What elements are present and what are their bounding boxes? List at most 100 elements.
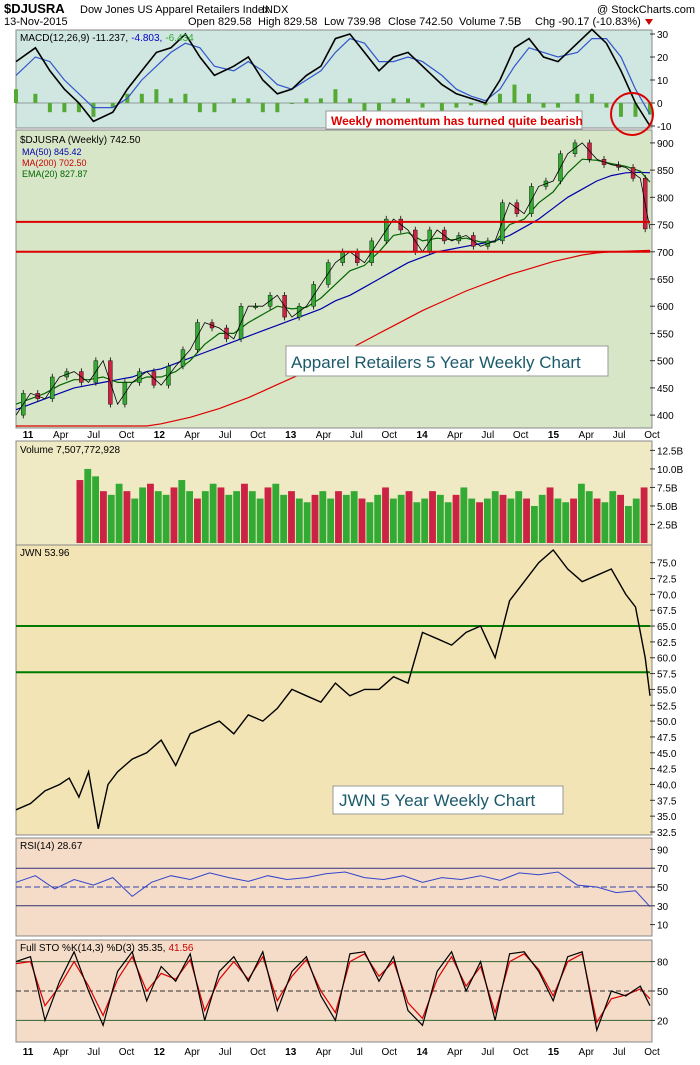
volume-bar [515,491,523,543]
jwn-y-tick-label: 57.5 [657,670,677,681]
x-axis-label: Oct [644,430,660,441]
sto-y-tick-label: 80 [657,958,669,969]
x-axis-label: 15 [548,430,560,441]
volume-bar [319,491,327,543]
x-axis-label: Apr [53,430,69,441]
jwn-y-tick-label: 60.0 [657,654,677,665]
macd-histogram-bar [589,93,594,103]
x-axis-label: Apr [447,430,463,441]
macd-histogram-bar [483,103,488,106]
jwn-y-tick-label: 35.0 [657,812,677,823]
ma200-label: MA(200) 702.50 [22,158,87,168]
volume-bar [76,480,84,543]
macd-histogram-bar [575,93,580,103]
jwn-y-tick-label: 32.5 [657,828,677,839]
volume-bar [288,491,295,543]
volume-bar [609,491,617,543]
macd-histogram-bar [347,98,352,103]
jwn-y-tick-label: 52.5 [657,701,677,712]
macd-histogram-bar [47,103,52,113]
macd-histogram-bar [618,103,623,117]
volume-bar [170,487,178,543]
x-axis-label: 15 [548,1047,560,1058]
ohlc-open: Open 829.58 [188,16,252,28]
jwn-y-tick-label: 47.5 [657,733,677,744]
x-axis-label: Jul [481,430,494,441]
macd-y-tick-label: -10 [657,122,672,133]
volume-bar [444,502,452,543]
index-name: Dow Jones US Apparel Retailers Index [80,4,270,16]
ema20-label: EMA(20) 827.87 [22,169,88,179]
x-axis-label: 14 [417,430,429,441]
macd-histogram-bar [391,98,396,103]
macd-histogram-bar [439,103,444,113]
jwn-y-tick-label: 37.5 [657,796,677,807]
price-y-tick-label: 900 [657,139,674,150]
rsi-y-tick-label: 10 [657,921,669,932]
macd-histogram-bar [168,98,173,103]
volume-bar [585,491,593,543]
macd-y-tick-label: 20 [657,53,669,64]
ma50-line [15,171,651,411]
volume-y-tick-label: 10.0B [657,465,683,476]
volume-bar [92,476,100,543]
price-y-tick-label: 700 [657,248,674,259]
sto-label: Full STO %K(14,3) %D(3) 35.35, 41.56 [20,943,194,954]
price-y-tick-label: 750 [657,221,674,232]
x-axis-label: Jul [613,430,626,441]
x-axis-label: Jul [219,1047,232,1058]
price-y-tick-label: 450 [657,384,674,395]
jwn-y-tick-label: 40.0 [657,780,677,791]
macd-histogram-bar [633,103,638,117]
volume-bar [624,505,632,543]
ohlc-volume: Volume 7.5B [459,16,521,28]
x-axis-label: 13 [285,1047,297,1058]
volume-bar [491,491,499,543]
jwn-y-tick-label: 50.0 [657,717,677,728]
x-axis-label: 13 [285,430,297,441]
macd-histogram-bar [304,98,309,103]
volume-bar [577,483,585,543]
volume-bar [530,505,538,543]
macd-histogram-bar [197,103,202,113]
volume-bar [366,502,374,543]
price-y-tick-label: 400 [657,411,674,422]
chart-date: 13-Nov-2015 [4,16,68,28]
volume-bar [147,483,154,543]
volume-bar [303,502,311,543]
macd-histogram-bar [406,98,411,103]
volume-bar [452,494,460,543]
volume-y-tick-label: 5.0B [657,502,678,513]
jwn-y-tick-label: 65.0 [657,622,677,633]
volume-bar [405,491,413,543]
volume-bar [123,491,131,543]
volume-bar [632,498,640,543]
volume-bar [256,498,264,543]
sto-d-line [15,952,651,1024]
rsi-label: RSI(14) 28.67 [20,841,83,852]
macd-histogram-bar [231,98,236,103]
jwn-y-tick-label: 70.0 [657,590,677,601]
down-arrow-icon [645,19,653,25]
volume-bar [523,498,530,543]
macd-histogram-bar [289,103,294,104]
volume-bar [460,487,468,543]
macd-histogram-bar [91,103,96,117]
x-axis-label: Oct [250,430,266,441]
x-axis-label: Apr [316,1047,332,1058]
macd-histogram-bar [362,103,367,113]
volume-bar [617,494,624,543]
volume-bar [436,494,444,543]
volume-bar [335,491,342,543]
x-axis-label: 12 [154,1047,166,1058]
ohlc-high: High 829.58 [258,16,317,28]
volume-bar [507,498,515,543]
x-axis-label: Oct [381,430,397,441]
macd-signal-line [15,37,651,115]
x-axis-label: Apr [579,1047,595,1058]
volume-bar [397,494,405,543]
price-y-tick-label: 600 [657,302,674,313]
macd-histogram-bar [14,89,18,103]
volume-bar [429,491,436,543]
